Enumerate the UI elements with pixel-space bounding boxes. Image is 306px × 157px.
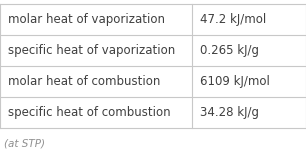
Text: molar heat of combustion: molar heat of combustion bbox=[8, 75, 160, 88]
Text: (at STP): (at STP) bbox=[4, 138, 45, 148]
Text: 47.2 kJ/mol: 47.2 kJ/mol bbox=[200, 13, 266, 26]
Text: 6109 kJ/mol: 6109 kJ/mol bbox=[200, 75, 270, 88]
Text: 34.28 kJ/g: 34.28 kJ/g bbox=[200, 106, 259, 119]
Text: specific heat of combustion: specific heat of combustion bbox=[8, 106, 171, 119]
Text: molar heat of vaporization: molar heat of vaporization bbox=[8, 13, 165, 26]
Text: specific heat of vaporization: specific heat of vaporization bbox=[8, 44, 175, 57]
Text: 0.265 kJ/g: 0.265 kJ/g bbox=[200, 44, 259, 57]
